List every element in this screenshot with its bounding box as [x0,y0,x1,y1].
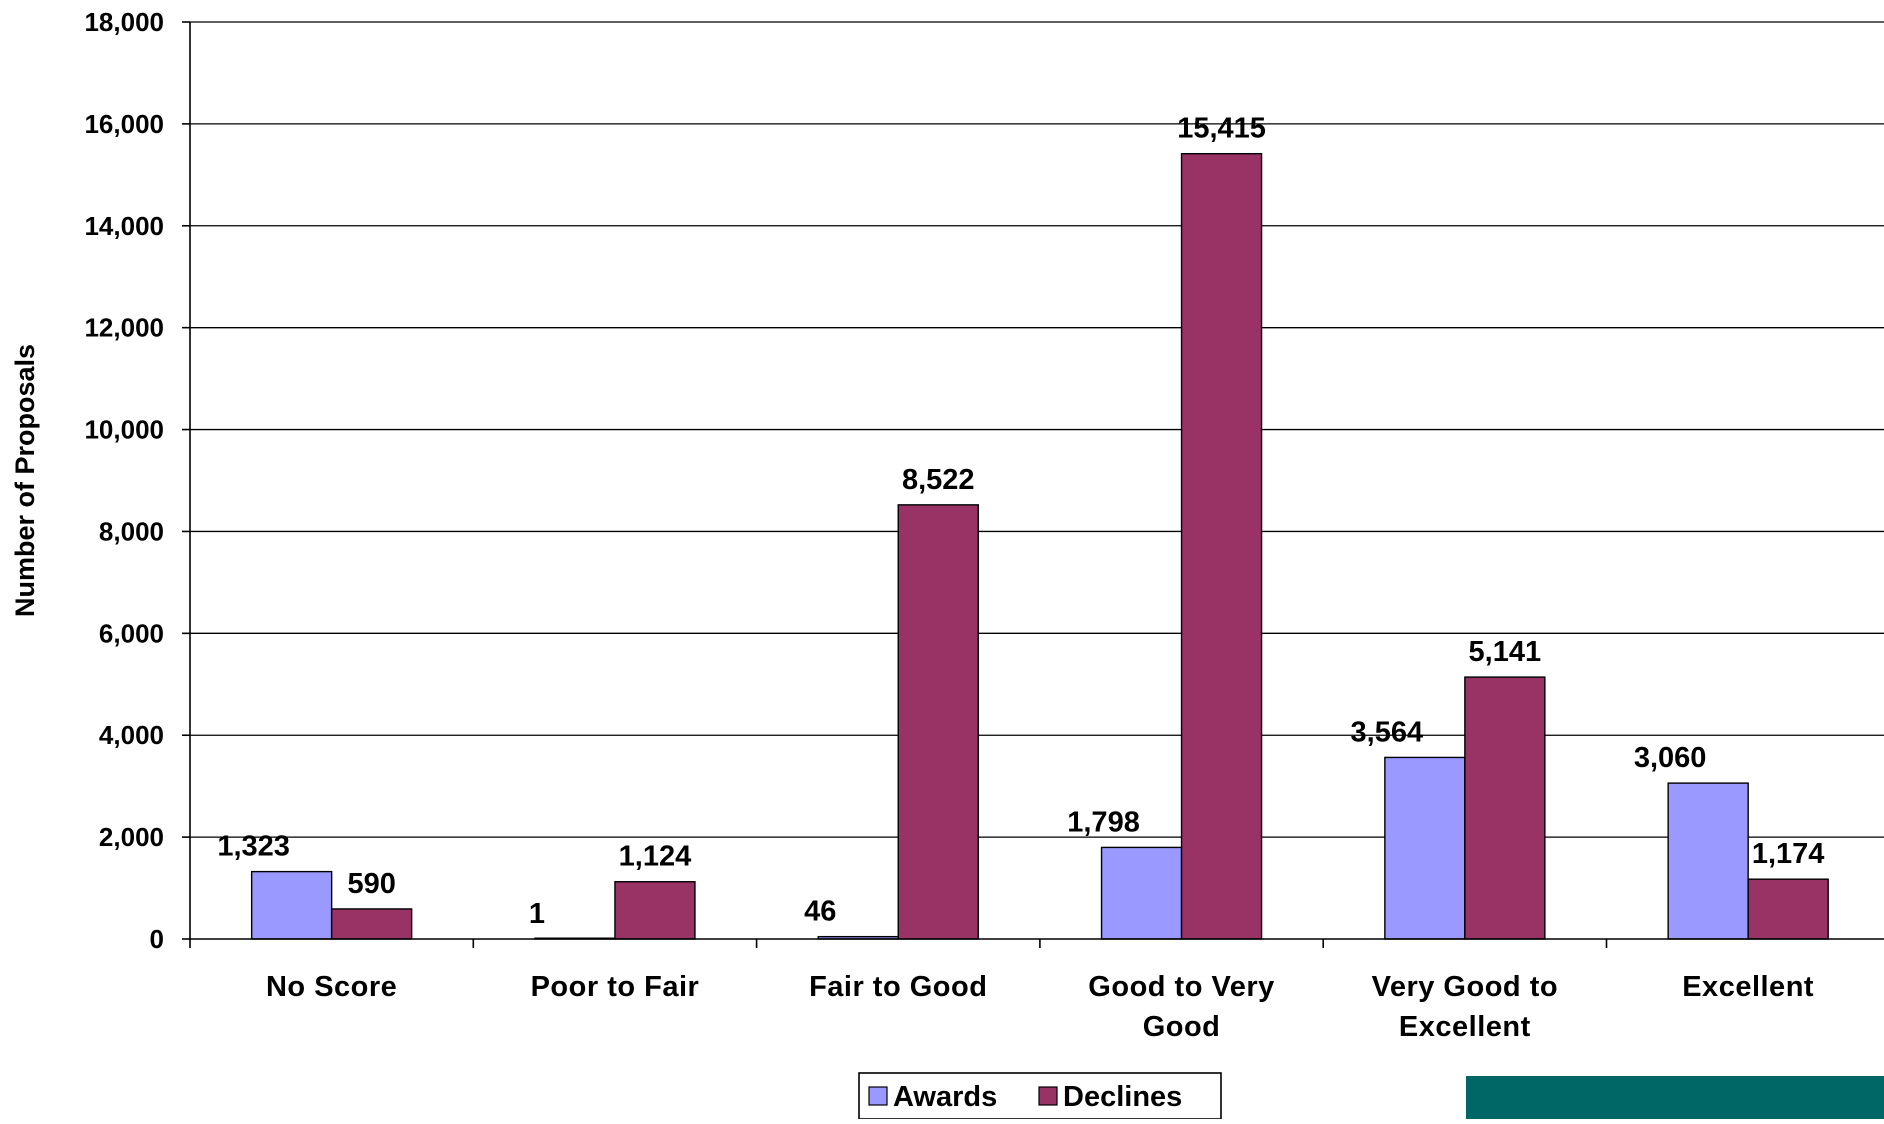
bar-awards-0 [250,870,333,940]
legend-label-declines: Declines [1063,1081,1182,1113]
bar-declines-0 [330,908,413,940]
data-label-declines-0: 590 [347,868,395,900]
data-label-declines-4: 5,141 [1469,636,1542,668]
y-tick-label-6: 12,000 [84,313,164,343]
y-tick-label-2: 4,000 [99,720,164,750]
data-label-declines-3: 15,415 [1177,113,1266,145]
legend-label-awards: Awards [893,1081,997,1113]
data-label-awards-4: 3,564 [1351,716,1424,748]
x-category-label-2-0: Fair to Good [809,971,987,1003]
data-label-awards-0: 1,323 [217,831,290,863]
y-tick-label-5: 10,000 [84,415,164,445]
x-category-label-4-0: Very Good to [1372,971,1558,1003]
x-category-label-1-0: Poor to Fair [531,971,700,1003]
x-category-label-0-0: No Score [266,971,397,1003]
y-tick-label-9: 18,000 [84,7,164,37]
axes: 0 2,000 4,000 6,000 8,000 10,000 12,000 14,000 1… [10,7,1884,1043]
y-tick-label-7: 14,000 [84,211,164,241]
data-label-awards-5: 3,060 [1634,742,1707,774]
legend-swatch-awards [868,1086,888,1106]
data-label-declines-1: 1,124 [619,841,692,873]
data-label-awards-1: 1 [529,898,545,930]
bar-declines-4 [1464,676,1546,940]
y-tick-label-1: 2,000 [99,822,164,852]
x-category-label-3-0: Good to Very [1088,971,1274,1003]
y-tick-label-3: 6,000 [99,618,164,648]
bars [250,152,1829,940]
data-label-awards-2: 46 [804,896,836,928]
data-label-declines-5: 1,174 [1752,838,1825,870]
y-tick-label-0: 0 [150,924,164,954]
legend-swatch-declines [1038,1086,1058,1106]
bar-declines-1 [614,881,696,940]
y-axis-title: Number of Proposals [10,344,40,617]
corner-decor-block [1466,1076,1884,1119]
bar-awards-3 [1100,846,1183,940]
bar-declines-3 [1180,152,1263,940]
bar-declines-2 [897,504,979,940]
x-category-label-4-1: Excellent [1399,1011,1531,1043]
bar-awards-5 [1667,782,1749,940]
bar-declines-5 [1747,878,1829,940]
x-category-label-5-0: Excellent [1682,971,1814,1003]
data-label-awards-3: 1,798 [1067,806,1140,838]
y-tick-label-4: 8,000 [99,516,164,546]
legend: Awards Declines [858,1072,1222,1120]
bar-awards-4 [1384,756,1466,940]
y-tick-label-8: 16,000 [84,109,164,139]
x-category-label-3-1: Good [1143,1011,1221,1043]
data-labels: 1,323 590 1 1,124 46 8,522 1,798 15,415 3,564 5,1… [217,113,1824,930]
gridlines [190,21,1884,838]
data-label-declines-2: 8,522 [902,464,975,496]
